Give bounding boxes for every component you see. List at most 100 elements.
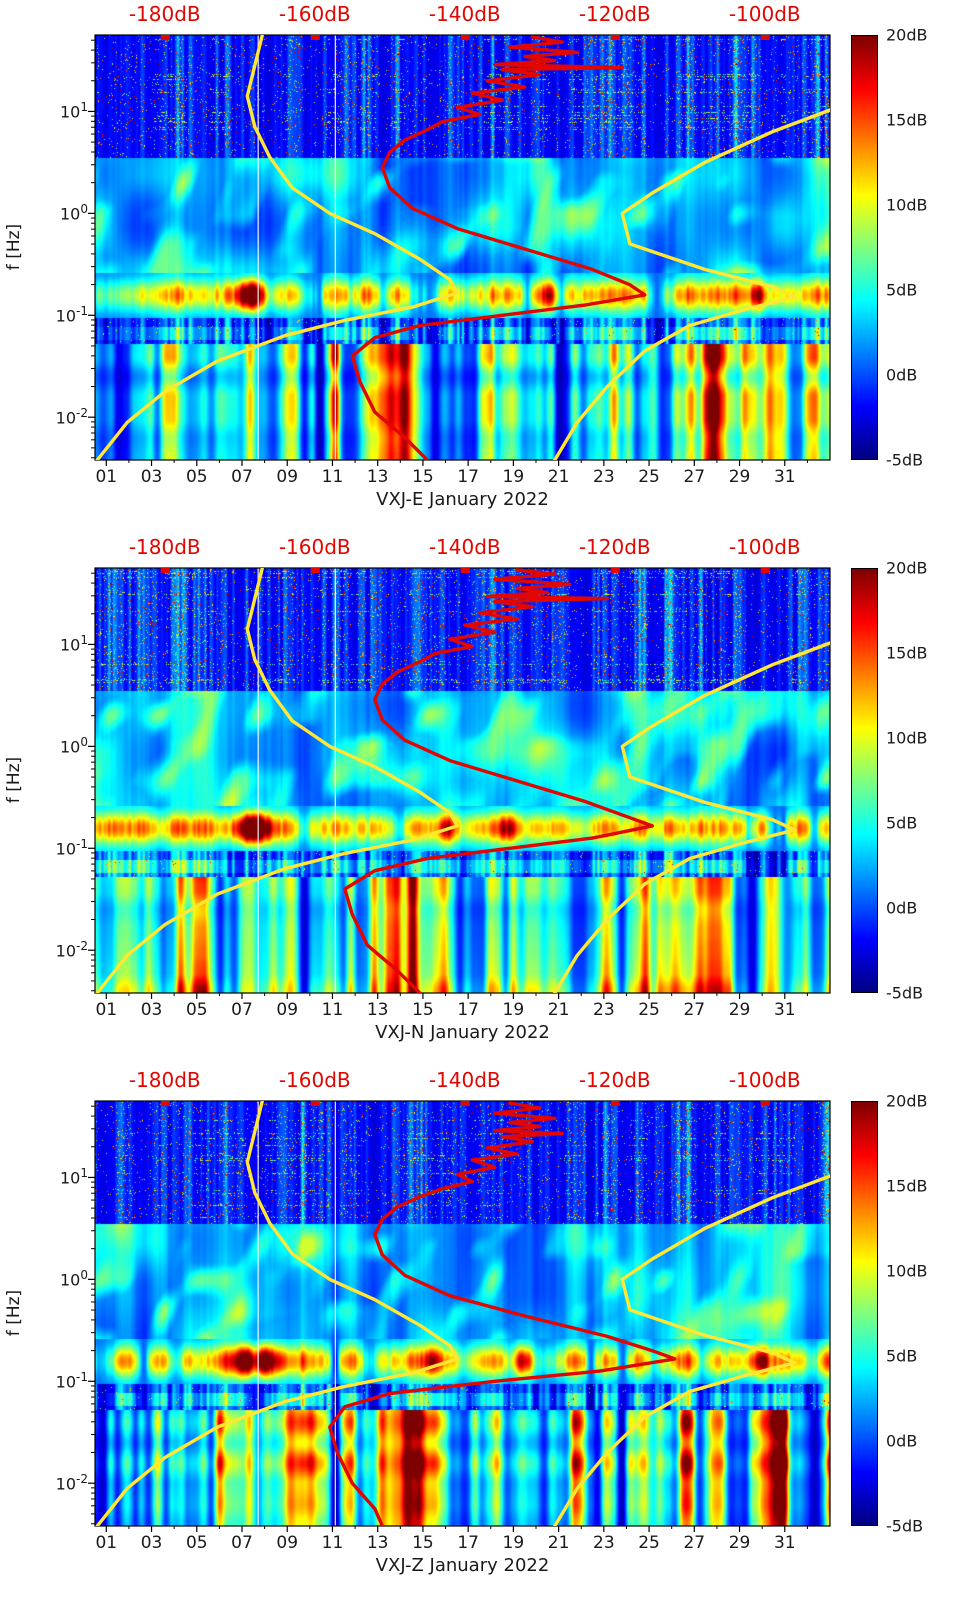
y-tick-label: 10-2 xyxy=(55,406,88,428)
x-tick-label: 17 xyxy=(457,1533,479,1553)
top-axis-db-label: -120dB xyxy=(578,2,651,26)
x-tick-label: 21 xyxy=(547,1000,570,1020)
x-tick-label: 09 xyxy=(276,1000,299,1020)
spectrogram-panel-vxj-z: -180dB -160dB -140dB -120dB -100dB f [Hz] 10… xyxy=(0,1066,962,1599)
y-tick-label: 101 xyxy=(60,100,88,122)
y-axis-label: f [Hz] xyxy=(4,223,24,271)
x-tick-label: 13 xyxy=(366,467,389,487)
x-tick-label: 23 xyxy=(593,467,615,487)
colorbar-tick-label: 10dB xyxy=(886,728,928,748)
x-tick-label: 15 xyxy=(412,1000,434,1020)
x-tick-label: 09 xyxy=(276,467,299,487)
x-tick-label: 29 xyxy=(728,1000,751,1020)
colorbar-tick-label: 10dB xyxy=(886,1261,928,1281)
x-tick-label: 21 xyxy=(547,467,570,487)
x-tick-label: 15 xyxy=(412,467,434,487)
x-tick-label: 27 xyxy=(683,1533,706,1553)
top-axis-db-label: -180dB xyxy=(128,2,201,26)
x-tick-label: 07 xyxy=(231,467,253,487)
colorbar-tick-label: 10dB xyxy=(886,195,928,215)
top-axis-db-label: -100dB xyxy=(728,2,801,26)
spectrogram-canvas xyxy=(95,568,830,993)
colorbar-tick-label: 0dB xyxy=(886,365,918,385)
panel-title: VXJ-Z January 2022 xyxy=(375,1555,550,1576)
spectrogram-canvas xyxy=(95,35,830,460)
x-tick-label: 19 xyxy=(502,1000,525,1020)
colorbar-tick-label: 5dB xyxy=(886,1346,918,1366)
colorbar xyxy=(851,35,878,460)
x-tick-label: 31 xyxy=(773,467,796,487)
y-axis-label: f [Hz] xyxy=(4,1289,24,1337)
panel-title: VXJ-E January 2022 xyxy=(376,489,549,510)
y-tick-label: 10-1 xyxy=(55,304,88,326)
y-tick-label: 100 xyxy=(60,1268,88,1290)
x-tick-label: 11 xyxy=(321,1533,344,1553)
x-tick-label: 13 xyxy=(366,1533,389,1553)
panel-title: VXJ-N January 2022 xyxy=(375,1022,550,1043)
top-axis-db-label: -100dB xyxy=(728,535,801,559)
top-axis-db-label: -180dB xyxy=(128,1068,201,1092)
x-tick-label: 21 xyxy=(547,1533,570,1553)
colorbar-tick-label: -5dB xyxy=(886,983,924,1003)
x-tick-label: 27 xyxy=(683,1000,706,1020)
y-tick-label: 10-2 xyxy=(55,939,88,961)
colorbar-tick-label: 15dB xyxy=(886,110,928,130)
x-tick-label: 19 xyxy=(502,1533,525,1553)
colorbar-tick-label: 15dB xyxy=(886,643,928,663)
x-tick-label: 05 xyxy=(185,467,208,487)
top-axis-db-label: -160dB xyxy=(278,2,351,26)
top-axis-db-label: -140dB xyxy=(428,2,501,26)
colorbar-tick-label: 0dB xyxy=(886,1431,918,1451)
x-tick-label: 07 xyxy=(231,1000,253,1020)
x-tick-label: 15 xyxy=(412,1533,434,1553)
y-tick-label: 10-2 xyxy=(55,1472,88,1494)
x-tick-label: 03 xyxy=(140,1000,163,1020)
x-tick-label: 05 xyxy=(185,1533,208,1553)
x-tick-label: 31 xyxy=(773,1000,796,1020)
x-tick-label: 09 xyxy=(276,1533,299,1553)
spectrogram-panel-vxj-n: -180dB -160dB -140dB -120dB -100dB f [Hz] 10… xyxy=(0,533,962,1066)
x-tick-label: 05 xyxy=(185,1000,208,1020)
y-tick-label: 101 xyxy=(60,633,88,655)
colorbar-tick-label: 15dB xyxy=(886,1176,928,1196)
top-axis-db-label: -160dB xyxy=(278,535,351,559)
top-axis-db-label: -180dB xyxy=(128,535,201,559)
x-tick-label: 07 xyxy=(231,1533,253,1553)
x-tick-label: 23 xyxy=(593,1533,615,1553)
x-tick-label: 03 xyxy=(140,1533,163,1553)
top-axis-db-label: -120dB xyxy=(578,535,651,559)
top-axis-db-label: -140dB xyxy=(428,1068,501,1092)
y-tick-label: 100 xyxy=(60,735,88,757)
x-tick-label: 03 xyxy=(140,467,163,487)
x-tick-label: 29 xyxy=(728,467,751,487)
colorbar-tick-label: -5dB xyxy=(886,450,924,470)
x-tick-label: 13 xyxy=(366,1000,389,1020)
x-tick-label: 27 xyxy=(683,467,706,487)
x-tick-label: 01 xyxy=(95,467,118,487)
colorbar-tick-label: -5dB xyxy=(886,1516,924,1536)
x-tick-label: 25 xyxy=(638,1533,660,1553)
colorbar-tick-label: 20dB xyxy=(886,558,928,578)
x-tick-label: 29 xyxy=(728,1533,751,1553)
x-tick-label: 11 xyxy=(321,467,344,487)
y-tick-label: 101 xyxy=(60,1166,88,1188)
x-tick-label: 31 xyxy=(773,1533,796,1553)
y-tick-label: 10-1 xyxy=(55,1370,88,1392)
colorbar-tick-label: 5dB xyxy=(886,280,918,300)
colorbar-tick-label: 0dB xyxy=(886,898,918,918)
x-tick-label: 11 xyxy=(321,1000,344,1020)
colorbar xyxy=(851,568,878,993)
x-tick-label: 01 xyxy=(95,1533,118,1553)
colorbar-tick-label: 5dB xyxy=(886,813,918,833)
top-axis-db-label: -120dB xyxy=(578,1068,651,1092)
x-tick-label: 25 xyxy=(638,1000,660,1020)
x-tick-label: 25 xyxy=(638,467,660,487)
x-tick-label: 01 xyxy=(95,1000,118,1020)
x-tick-label: 17 xyxy=(457,467,479,487)
top-axis-db-label: -140dB xyxy=(428,535,501,559)
top-axis-db-label: -100dB xyxy=(728,1068,801,1092)
y-tick-label: 100 xyxy=(60,202,88,224)
x-tick-label: 19 xyxy=(502,467,525,487)
spectrogram-panel-vxj-e: -180dB -160dB -140dB -120dB -100dB f [Hz] 10… xyxy=(0,0,962,533)
y-tick-label: 10-1 xyxy=(55,837,88,859)
